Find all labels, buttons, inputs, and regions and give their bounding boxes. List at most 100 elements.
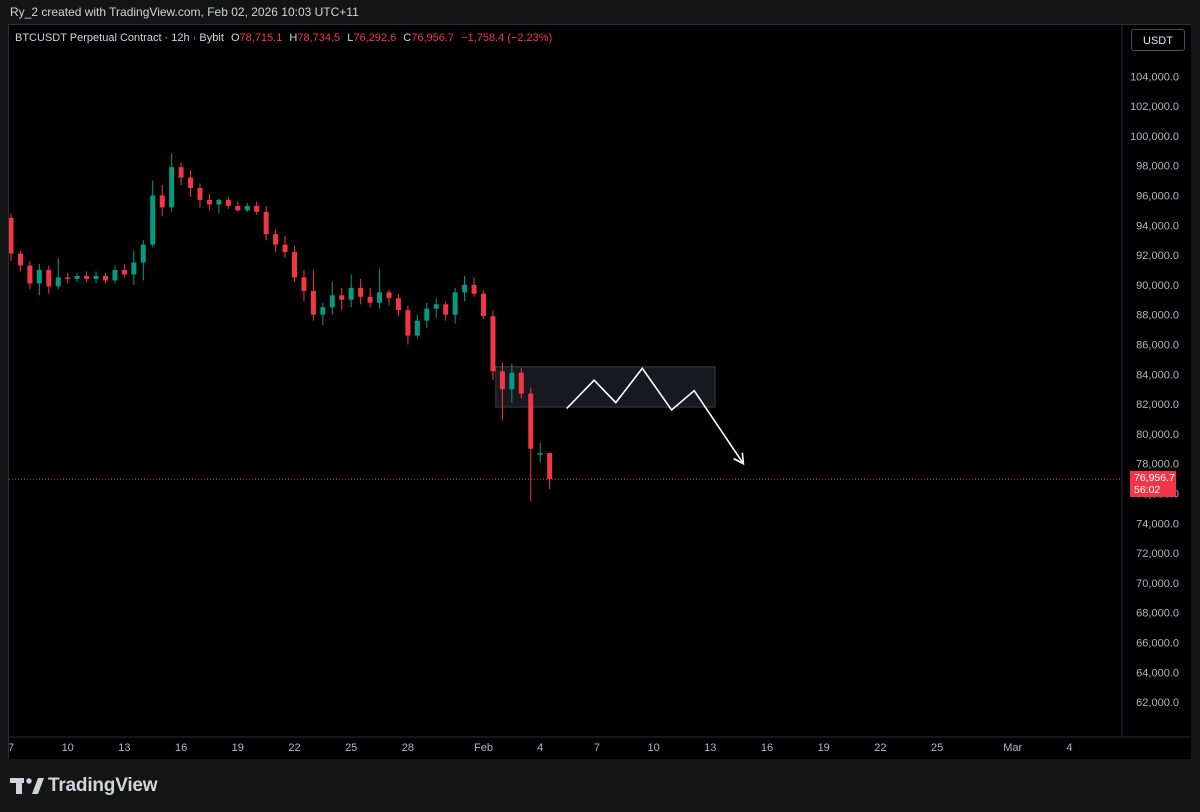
candle xyxy=(537,442,543,463)
candle-body xyxy=(377,292,383,303)
candle xyxy=(348,274,354,308)
close-value: 76,956.7 xyxy=(411,32,455,44)
candle xyxy=(263,205,269,241)
candle xyxy=(499,362,505,421)
candle xyxy=(140,240,146,281)
candle xyxy=(93,271,99,284)
y-tick-label: 84,000.0 xyxy=(1136,369,1179,381)
y-tick-label: 66,000.0 xyxy=(1136,637,1179,649)
candle xyxy=(112,265,118,284)
candle-body xyxy=(17,253,23,266)
last-price-badge: 76,956.7 56:02 xyxy=(1130,471,1176,498)
candle-body xyxy=(386,292,392,299)
candle xyxy=(150,180,156,248)
candle-body xyxy=(443,304,449,315)
candle xyxy=(169,153,175,212)
candle xyxy=(547,452,553,490)
candle xyxy=(65,272,71,284)
candle xyxy=(443,301,449,321)
candle xyxy=(27,261,33,290)
candle-body xyxy=(452,292,458,315)
y-tick-label: 78,000.0 xyxy=(1136,459,1179,471)
x-tick-label: 16 xyxy=(175,742,187,754)
candle xyxy=(339,287,345,311)
candle-body xyxy=(244,205,250,211)
candle-body xyxy=(188,177,194,189)
candle-body xyxy=(55,277,61,287)
projection-path xyxy=(566,366,745,465)
x-tick-label: 19 xyxy=(232,742,244,754)
candle-body xyxy=(103,275,108,281)
y-tick-label: 64,000.0 xyxy=(1136,667,1179,679)
candle-body xyxy=(159,195,165,208)
candle xyxy=(329,281,335,315)
high-value: 78,734.5 xyxy=(297,32,341,44)
candle xyxy=(254,201,260,215)
x-tick-label: 28 xyxy=(402,742,414,754)
candle-body xyxy=(84,275,90,279)
candle-body xyxy=(310,290,316,315)
y-tick-label: 80,000.0 xyxy=(1136,429,1179,441)
y-tick-label: 68,000.0 xyxy=(1136,608,1179,620)
low-label: L xyxy=(347,32,354,44)
y-tick-label: 102,000.0 xyxy=(1130,101,1179,113)
x-tick-label: Feb xyxy=(474,742,493,754)
logo-text: TradingView xyxy=(48,775,158,796)
candle xyxy=(528,387,534,501)
candle xyxy=(55,258,61,290)
candle xyxy=(433,298,439,318)
bar-countdown: 56:02 xyxy=(1134,484,1161,497)
candle-body xyxy=(131,262,137,275)
y-tick-label: 88,000.0 xyxy=(1136,310,1179,322)
candle-body xyxy=(339,295,345,300)
candle xyxy=(481,290,486,320)
candle-body xyxy=(27,265,33,284)
candle xyxy=(225,196,231,209)
x-tick-label: 4 xyxy=(537,742,543,754)
candle-body xyxy=(329,295,335,308)
candle-body xyxy=(358,287,364,297)
candle-body xyxy=(65,277,71,279)
candle xyxy=(471,277,477,297)
projection-arrowhead xyxy=(733,452,745,466)
high-label: H xyxy=(289,32,298,44)
candle-body xyxy=(121,269,127,275)
candle xyxy=(320,302,326,326)
candle-body xyxy=(537,453,543,455)
x-tick-label: 7 xyxy=(594,742,600,754)
y-tick-label: 86,000.0 xyxy=(1136,339,1179,351)
candle xyxy=(36,264,42,296)
candle xyxy=(197,183,203,208)
y-tick-label: 98,000.0 xyxy=(1136,161,1179,173)
candle xyxy=(509,363,515,403)
candle-body xyxy=(93,275,99,279)
candle-body xyxy=(254,205,260,212)
candle xyxy=(518,368,524,399)
candle xyxy=(84,271,90,282)
candle-body xyxy=(74,275,80,279)
candle xyxy=(282,235,288,259)
candle xyxy=(178,162,184,186)
candle xyxy=(386,289,392,306)
candle xyxy=(216,198,222,214)
candle-body xyxy=(490,316,496,372)
currency-button[interactable]: USDT xyxy=(1131,29,1185,51)
x-tick-label: 25 xyxy=(931,742,943,754)
low-value: 76,292.6 xyxy=(353,32,397,44)
candle-body xyxy=(263,211,269,235)
candle-body xyxy=(433,304,439,309)
candle-body xyxy=(282,244,288,253)
y-tick-label: 96,000.0 xyxy=(1136,190,1179,202)
candle xyxy=(462,275,468,302)
symbol-title[interactable]: BTCUSDT Perpetual Contract · 12h · Bybit xyxy=(15,32,224,44)
chart-panel[interactable]: 62,000.0 64,000.0 66,000.0 68,000.0 70,000.0… xyxy=(8,24,1191,759)
close-label: C xyxy=(403,32,412,44)
open-value: 78,715.1 xyxy=(239,32,283,44)
x-tick-label: 13 xyxy=(704,742,716,754)
y-tick-label: 94,000.0 xyxy=(1136,220,1179,232)
candle-body xyxy=(169,167,175,208)
price-chart[interactable]: 62,000.0 64,000.0 66,000.0 68,000.0 70,000.0… xyxy=(9,25,1191,759)
candle-body xyxy=(509,372,515,390)
candle xyxy=(244,202,250,212)
x-tick-label: 19 xyxy=(818,742,830,754)
